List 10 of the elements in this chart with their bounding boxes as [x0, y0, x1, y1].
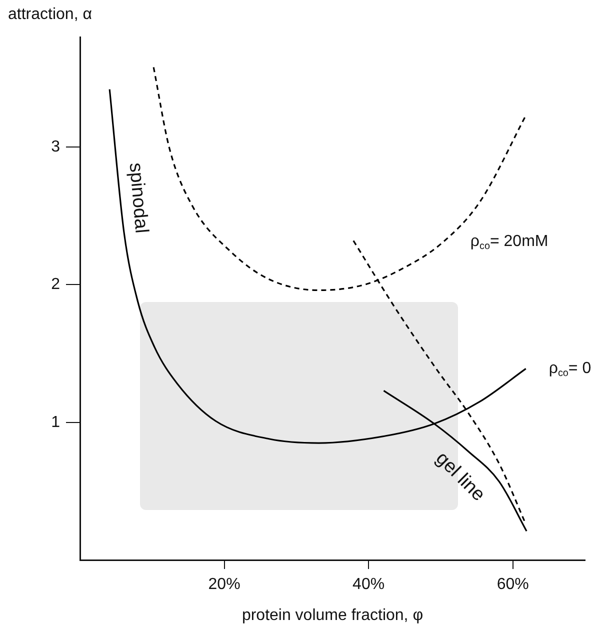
y-tick-label: 3 [51, 138, 60, 156]
annotation: spinodal [124, 162, 152, 234]
x-tick-label: 20% [208, 576, 240, 594]
y-tick-label: 1 [51, 414, 60, 431]
y-axis-title: attraction, α [8, 6, 92, 24]
x-tick-label: 40% [352, 576, 385, 594]
annotation: gel line [431, 448, 489, 506]
x-tick-label: 60% [496, 576, 529, 594]
x-axis-title: protein volume fraction, φ [242, 606, 424, 624]
y-tick-label: 2 [51, 276, 60, 294]
